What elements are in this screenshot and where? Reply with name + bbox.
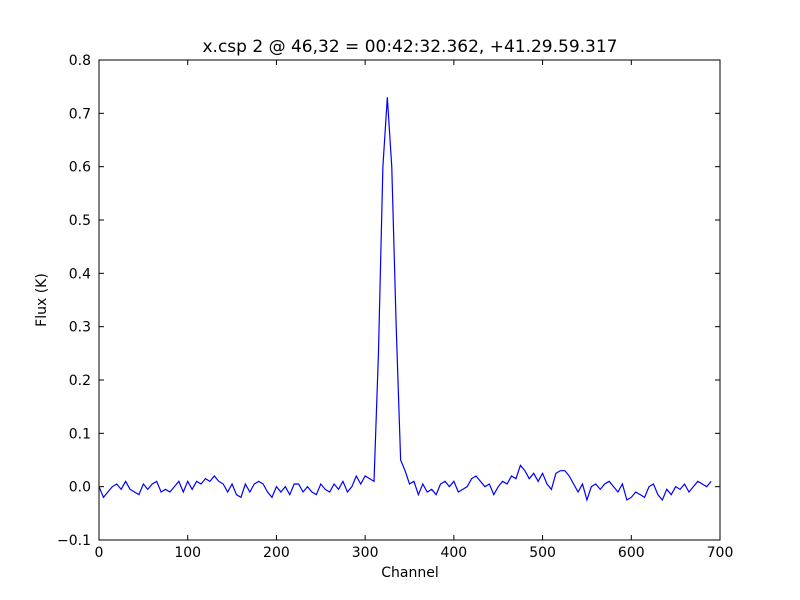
x-tick-label: 200 (263, 545, 290, 561)
y-tick-label: 0.4 (69, 266, 91, 282)
x-axis-label: Channel (381, 565, 438, 581)
y-tick-label: 0.3 (69, 320, 91, 336)
y-tick-label: 0.8 (69, 53, 91, 69)
y-tick-label: 0.0 (69, 480, 91, 496)
data-line (98, 97, 712, 503)
x-tick-label: 400 (440, 545, 467, 561)
y-tick-label: 0.7 (69, 106, 91, 122)
y-tick-label: 0.5 (69, 213, 91, 229)
x-tick-label: 0 (95, 545, 104, 561)
x-tick-label: 700 (707, 545, 734, 561)
y-axis-label: Flux (K) (34, 273, 50, 327)
x-tick-label: 300 (352, 545, 379, 561)
x-tick-label: 600 (618, 545, 645, 561)
y-tick-label: 0.6 (69, 160, 91, 176)
y-tick-label: −0.1 (57, 533, 91, 549)
plot-frame (98, 59, 721, 541)
y-tick-label: 0.1 (69, 426, 91, 442)
x-tick-label: 500 (529, 545, 556, 561)
x-tick-label: 100 (174, 545, 201, 561)
chart-title: x.csp 2 @ 46,32 = 00:42:32.362, +41.29.5… (202, 37, 617, 57)
y-tick-label: 0.2 (69, 373, 91, 389)
